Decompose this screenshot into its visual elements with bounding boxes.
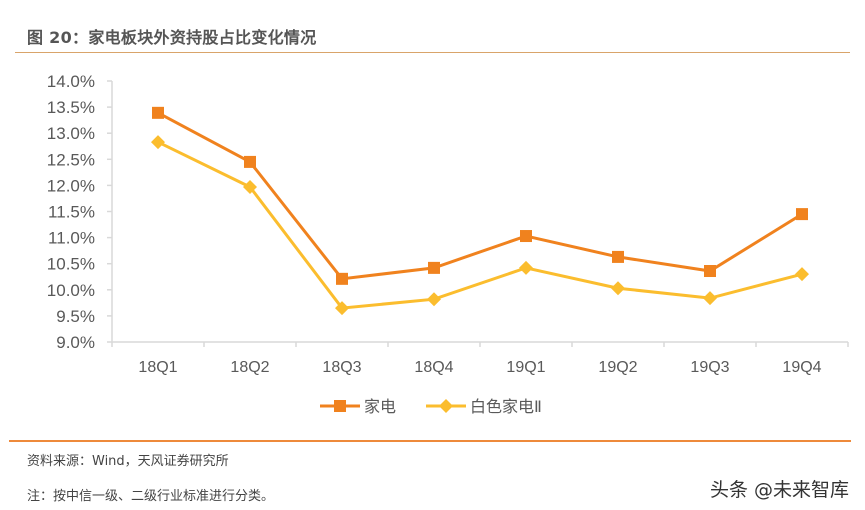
legend-item: 家电 — [320, 397, 396, 416]
x-tick-label: 18Q4 — [414, 359, 453, 376]
square-marker — [796, 208, 808, 221]
diamond-marker — [439, 399, 453, 413]
x-tick-label: 19Q1 — [506, 359, 545, 376]
square-marker — [612, 250, 624, 263]
diamond-marker — [335, 301, 349, 316]
x-tick-label: 19Q3 — [690, 359, 729, 376]
legend-item: 白色家电Ⅱ — [426, 397, 542, 416]
y-axis: 14.0% 13.5% 13.0% 12.5% 12.0% 11.5% 11.0% 10.5%… — [47, 72, 113, 352]
series-line — [152, 106, 808, 285]
y-tick-label: 9.5% — [56, 307, 95, 326]
diamond-marker — [703, 291, 717, 306]
title-divider — [15, 52, 850, 53]
legend: 家电 白色家电Ⅱ — [320, 397, 542, 416]
x-tick-label: 18Q3 — [322, 359, 361, 376]
square-marker — [520, 230, 532, 243]
chart-title: 图 20：家电板块外资持股占比变化情况 — [27, 28, 317, 47]
x-tick-label: 18Q1 — [138, 359, 177, 376]
x-tick-label: 19Q2 — [598, 359, 637, 376]
x-axis: 18Q1 18Q2 18Q3 18Q4 19Q1 19Q2 19Q3 19Q4 — [111, 341, 849, 376]
watermark: 头条 @未来智库 — [709, 479, 849, 501]
y-tick-label: 11.0% — [48, 229, 95, 248]
diamond-marker — [611, 281, 625, 296]
diamond-marker — [795, 267, 809, 282]
series-line — [151, 135, 809, 316]
y-tick-label: 12.0% — [47, 176, 95, 195]
square-marker — [244, 155, 256, 168]
diamond-marker — [427, 292, 441, 307]
classification-note: 注：按中信一级、二级行业标准进行分类。 — [27, 489, 275, 504]
x-tick-label: 19Q4 — [782, 359, 821, 376]
source-note: 资料来源：Wind，天风证券研究所 — [27, 454, 229, 469]
square-marker — [334, 400, 346, 412]
square-marker — [428, 261, 440, 274]
diamond-marker — [519, 260, 533, 275]
square-marker — [152, 106, 164, 119]
line-chart: 14.0% 13.5% 13.0% 12.5% 12.0% 11.5% 11.0% 10.5%… — [47, 72, 849, 416]
y-tick-label: 12.5% — [47, 150, 95, 169]
y-tick-label: 9.0% — [56, 333, 95, 352]
diamond-marker — [151, 135, 165, 150]
y-tick-label: 14.0% — [47, 72, 95, 91]
y-tick-label: 10.5% — [47, 255, 95, 274]
legend-label: 家电 — [364, 397, 396, 416]
footer-divider — [9, 440, 851, 442]
legend-label: 白色家电Ⅱ — [470, 397, 542, 416]
y-tick-label: 10.0% — [47, 281, 95, 300]
y-tick-label: 13.5% — [47, 98, 95, 117]
y-tick-label: 11.5% — [48, 203, 95, 222]
square-marker — [704, 265, 716, 278]
diamond-marker — [243, 179, 257, 194]
series-group — [151, 106, 809, 316]
y-tick-label: 13.0% — [47, 124, 95, 143]
x-tick-label: 18Q2 — [230, 359, 269, 376]
square-marker — [336, 272, 348, 285]
